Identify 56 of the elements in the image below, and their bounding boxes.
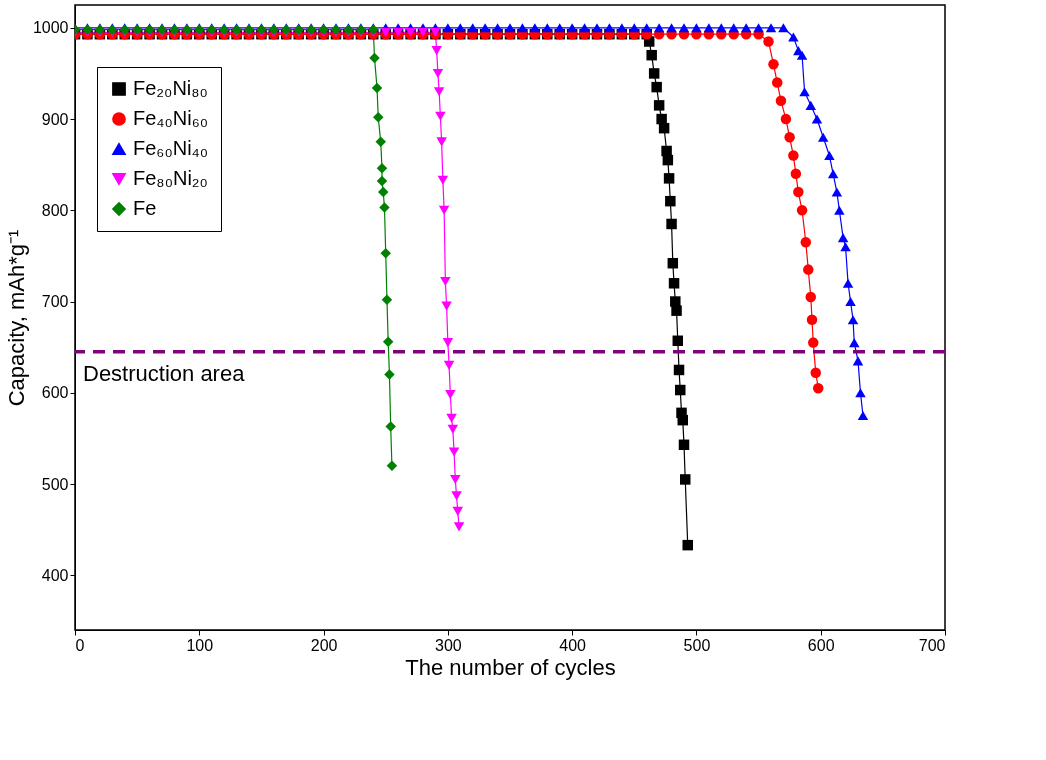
y-tick-label: 800	[41, 201, 69, 219]
point	[443, 360, 455, 370]
point	[381, 294, 393, 305]
point	[441, 301, 452, 311]
x-tick-label: 700	[918, 636, 946, 654]
point	[448, 447, 460, 457]
legend-label: Fe	[133, 197, 157, 219]
point	[376, 163, 388, 174]
x-axis-title: The number of cycles	[405, 654, 616, 680]
x-tick-label: 600	[807, 636, 835, 654]
x-tick-label: 500	[683, 636, 711, 654]
x-tick-label: 200	[310, 636, 338, 654]
point	[433, 87, 445, 97]
point	[440, 276, 451, 286]
point	[386, 460, 398, 472]
point	[380, 247, 391, 259]
x-tick-label: 300	[435, 636, 462, 654]
legend-label: Fe₂₀Ni₈₀	[133, 77, 208, 99]
x-tick-label: 400	[559, 636, 587, 654]
x-tick-label: 0	[75, 636, 85, 654]
point	[382, 336, 394, 347]
point	[446, 413, 457, 423]
y-tick-label: 900	[41, 110, 69, 128]
y-tick-label: 400	[41, 566, 69, 584]
point	[438, 205, 450, 215]
point	[369, 52, 380, 64]
point	[385, 421, 396, 432]
point	[436, 137, 447, 147]
x-tick-label: 100	[186, 636, 214, 654]
point	[437, 175, 449, 185]
ref-line-label: Destruction area	[83, 360, 246, 386]
point	[432, 68, 444, 78]
legend-label: Fe₈₀Ni₂₀	[133, 167, 208, 189]
point	[450, 474, 461, 484]
point	[377, 186, 389, 198]
point	[453, 522, 465, 532]
y-tick-label: 700	[41, 293, 69, 311]
point	[451, 491, 462, 501]
point	[442, 338, 454, 348]
legend-label: Fe₆₀Ni₄₀	[133, 137, 209, 159]
point	[373, 111, 384, 123]
legend-label: Fe₄₀Ni₆₀	[133, 107, 209, 129]
point	[445, 390, 456, 400]
point	[435, 111, 446, 121]
point	[376, 175, 388, 187]
point	[452, 506, 464, 516]
point	[431, 46, 442, 56]
y-tick-label: 500	[41, 475, 69, 493]
point	[375, 136, 386, 148]
y-tick-label: 600	[41, 384, 69, 402]
y-axis-title: Capacity, mAh*g⁻¹	[3, 229, 29, 407]
y-tick-label: 1000	[32, 19, 69, 37]
point	[384, 369, 395, 380]
point	[447, 424, 459, 434]
point	[371, 82, 383, 94]
point	[379, 202, 390, 213]
